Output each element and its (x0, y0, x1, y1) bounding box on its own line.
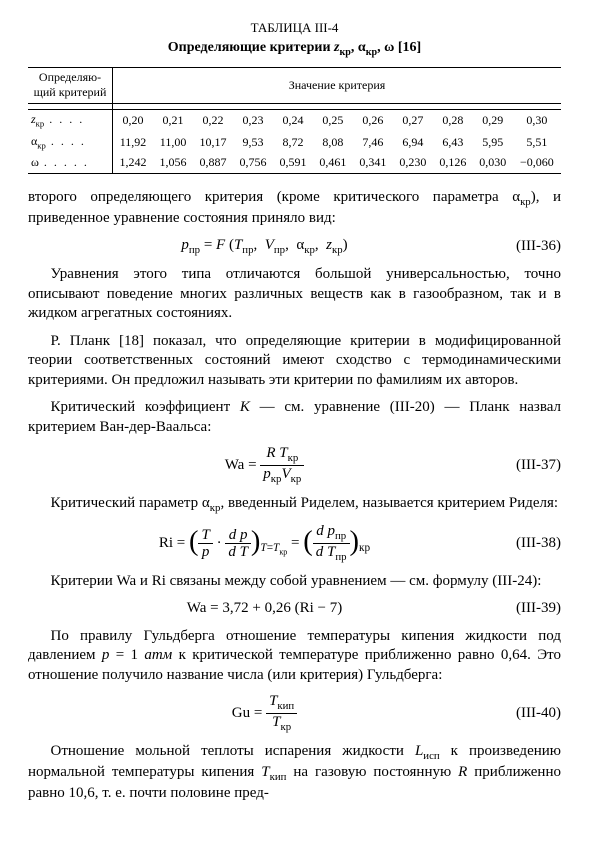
table-cell: 0,756 (233, 153, 273, 173)
table-cell: 0,341 (353, 153, 393, 173)
table-cell: 0,20 (113, 109, 154, 131)
table-cell: 0,27 (393, 109, 433, 131)
table-cell: −0,060 (513, 153, 561, 173)
table-caption: ТАБЛИЦА III-4 (28, 20, 561, 37)
paragraph-6: Критерии Wa и Ri связаны между собой ура… (28, 572, 561, 592)
table-cell: 0,26 (353, 109, 393, 131)
row-label: zкр . . . . (28, 109, 113, 131)
equation-III-37: Wa = R TкрpкрVкр (III-37) (28, 445, 561, 486)
table-header-values: Значение критерия (113, 67, 562, 103)
eq-body: Wa = R TкрpкрVкр (28, 445, 501, 486)
eq-number: (III-40) (501, 704, 561, 724)
eq-body: Gu = TкипTкр (28, 693, 501, 734)
row-label: ω . . . . . (28, 153, 113, 173)
eq-body: Wa = 3,72 + 0,26 (Ri − 7) (28, 599, 501, 619)
table-cell: 6,43 (433, 132, 473, 154)
equation-III-38: Ri = (Tp · d pd T)T=Tкр = (d pпрd Tпр)кр… (28, 523, 561, 564)
table-cell: 0,030 (473, 153, 513, 173)
table-cell: 0,23 (233, 109, 273, 131)
table-cell: 5,95 (473, 132, 513, 154)
table-cell: 0,24 (273, 109, 313, 131)
table-cell: 7,46 (353, 132, 393, 154)
table-cell: 6,94 (393, 132, 433, 154)
table-cell: 0,230 (393, 153, 433, 173)
table-row: αкр . . . .11,9211,0010,179,538,728,087,… (28, 132, 561, 154)
table-cell: 0,21 (153, 109, 193, 131)
table-cell: 0,591 (273, 153, 313, 173)
table-cell: 1,056 (153, 153, 193, 173)
table-header-left: Определяю- щий критерий (28, 67, 113, 103)
table-cell: 0,887 (193, 153, 233, 173)
paragraph-1: второго определяющего критерия (кроме кр… (28, 188, 561, 229)
eq-number: (III-38) (501, 534, 561, 554)
paragraph-3: Р. Планк [18] показал, что определяющие … (28, 332, 561, 391)
table-cell: 11,00 (153, 132, 193, 154)
equation-III-39: Wa = 3,72 + 0,26 (Ri − 7) (III-39) (28, 599, 561, 619)
equation-III-40: Gu = TкипTкр (III-40) (28, 693, 561, 734)
table-cell: 0,30 (513, 109, 561, 131)
table-cell: 8,08 (313, 132, 353, 154)
table-cell: 8,72 (273, 132, 313, 154)
table-cell: 11,92 (113, 132, 154, 154)
table-cell: 0,22 (193, 109, 233, 131)
table-cell: 0,126 (433, 153, 473, 173)
table-cell: 0,461 (313, 153, 353, 173)
table-cell: 5,51 (513, 132, 561, 154)
table-cell: 0,28 (433, 109, 473, 131)
table-cell: 10,17 (193, 132, 233, 154)
equation-III-36: pпр = F (Tпр, Vпр, αкр, zкр) (III-36) (28, 236, 561, 257)
table-body: zкр . . . .0,200,210,220,230,240,250,260… (28, 109, 561, 173)
eq-body: pпр = F (Tпр, Vпр, αкр, zкр) (28, 236, 501, 257)
row-label: αкр . . . . (28, 132, 113, 154)
eq-number: (III-37) (501, 456, 561, 476)
paragraph-7: По правилу Гульдберга отношение температ… (28, 627, 561, 686)
table-cell: 0,25 (313, 109, 353, 131)
eq-number: (III-39) (501, 599, 561, 619)
eq-number: (III-36) (501, 237, 561, 257)
table-row: zкр . . . .0,200,210,220,230,240,250,260… (28, 109, 561, 131)
paragraph-5: Критический параметр αкр, введенный Риде… (28, 494, 561, 515)
paragraph-2: Уравнения этого типа отличаются большой … (28, 265, 561, 324)
table-cell: 0,29 (473, 109, 513, 131)
paragraph-4: Критический коэффициент K — см. уравнени… (28, 398, 561, 437)
paragraph-8: Отношение мольной теплоты испарения жидк… (28, 742, 561, 804)
eq-body: Ri = (Tp · d pd T)T=Tкр = (d pпрd Tпр)кр (28, 523, 501, 564)
table-title: Определяющие критерии zкр, αкр, ω [16] (28, 39, 561, 59)
criteria-table: Определяю- щий критерий Значение критери… (28, 67, 561, 174)
table-row: ω . . . . .1,2421,0560,8870,7560,5910,46… (28, 153, 561, 173)
table-cell: 9,53 (233, 132, 273, 154)
table-cell: 1,242 (113, 153, 154, 173)
